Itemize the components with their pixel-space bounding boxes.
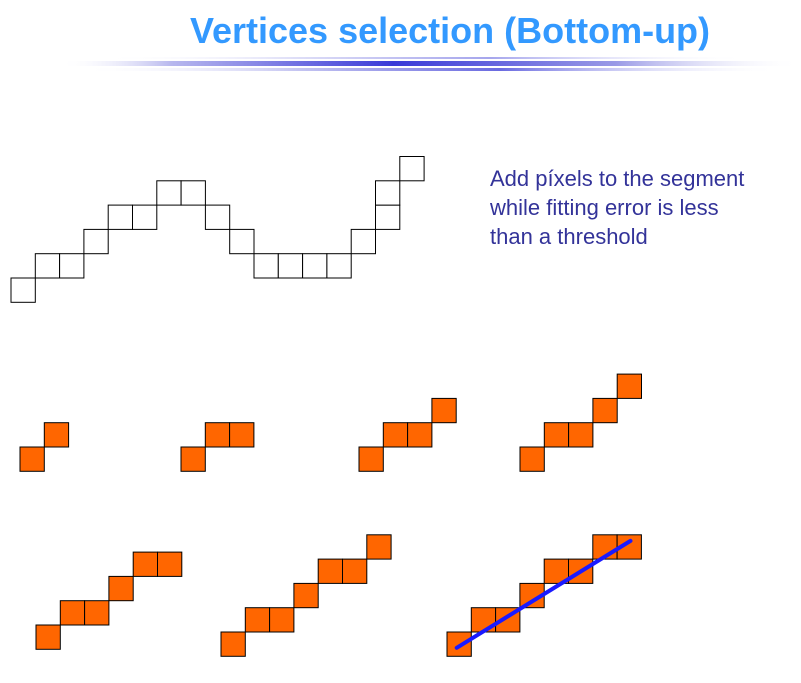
- curve-pixel: [302, 253, 328, 279]
- description-line-3: than a threshold: [490, 224, 648, 249]
- segment-pixel: [35, 624, 61, 650]
- segment-pixel: [543, 422, 570, 448]
- segment-pixel: [43, 422, 70, 448]
- segment-pixel: [519, 446, 545, 472]
- description-line-2: while fitting error is less: [490, 195, 719, 220]
- segment-pixel: [366, 534, 392, 560]
- segment-pixel: [568, 422, 594, 448]
- curve-pixel: [34, 253, 61, 279]
- step-1: [19, 422, 70, 472]
- segment-pixel: [59, 600, 86, 626]
- segment-pixel: [157, 551, 183, 577]
- segment-pixel: [382, 422, 409, 448]
- segment-pixel: [317, 558, 344, 584]
- curve-pixel: [180, 180, 206, 206]
- curve-pixel: [350, 228, 377, 255]
- curve-pixel: [326, 253, 352, 279]
- step-2: [180, 422, 255, 472]
- segment-pixel: [244, 607, 271, 633]
- curve-pixel: [83, 228, 109, 255]
- segment-pixel: [180, 446, 206, 472]
- curve-pixel: [156, 180, 182, 206]
- segment-pixel: [19, 446, 45, 472]
- segment-pixel: [342, 558, 368, 584]
- step-7: [446, 534, 642, 657]
- segment-steps: [19, 373, 643, 657]
- segment-pixel: [132, 551, 158, 577]
- segment-pixel: [220, 631, 246, 657]
- segment-pixel: [358, 446, 384, 472]
- segment-pixel: [84, 600, 110, 626]
- curve-pixel: [204, 204, 231, 230]
- step-4: [519, 373, 643, 472]
- fit-line: [454, 538, 633, 650]
- curve-pixel: [59, 253, 85, 279]
- curve-pixel: [277, 253, 304, 279]
- segment-pixel: [293, 582, 319, 609]
- segment-pixel: [431, 397, 457, 424]
- segment-pixel: [269, 607, 295, 633]
- step-6: [220, 534, 392, 657]
- curve-pixel: [375, 180, 401, 206]
- description-line-1: Add píxels to the segment: [490, 166, 745, 191]
- title-divider: [60, 57, 801, 71]
- slide-title: Vertices selection (Bottom-up): [189, 10, 711, 51]
- segment-pixel: [229, 422, 255, 448]
- curve-pixel: [399, 156, 425, 182]
- curve-pixel: [375, 204, 401, 230]
- step-5: [35, 551, 183, 650]
- segment-pixel: [592, 397, 618, 424]
- curve-outline: [10, 156, 425, 303]
- curve-pixel: [107, 204, 133, 230]
- segment-pixel: [108, 575, 134, 602]
- curve-pixel: [229, 228, 255, 255]
- curve-pixel: [132, 204, 158, 230]
- curve-pixel: [253, 253, 279, 279]
- segment-pixel: [407, 422, 433, 448]
- segment-pixel: [204, 422, 231, 448]
- description-text: Add píxels to the segment while fitting …: [490, 164, 795, 251]
- curve-pixel: [10, 277, 36, 303]
- step-3: [358, 397, 457, 472]
- segment-pixel: [616, 373, 643, 399]
